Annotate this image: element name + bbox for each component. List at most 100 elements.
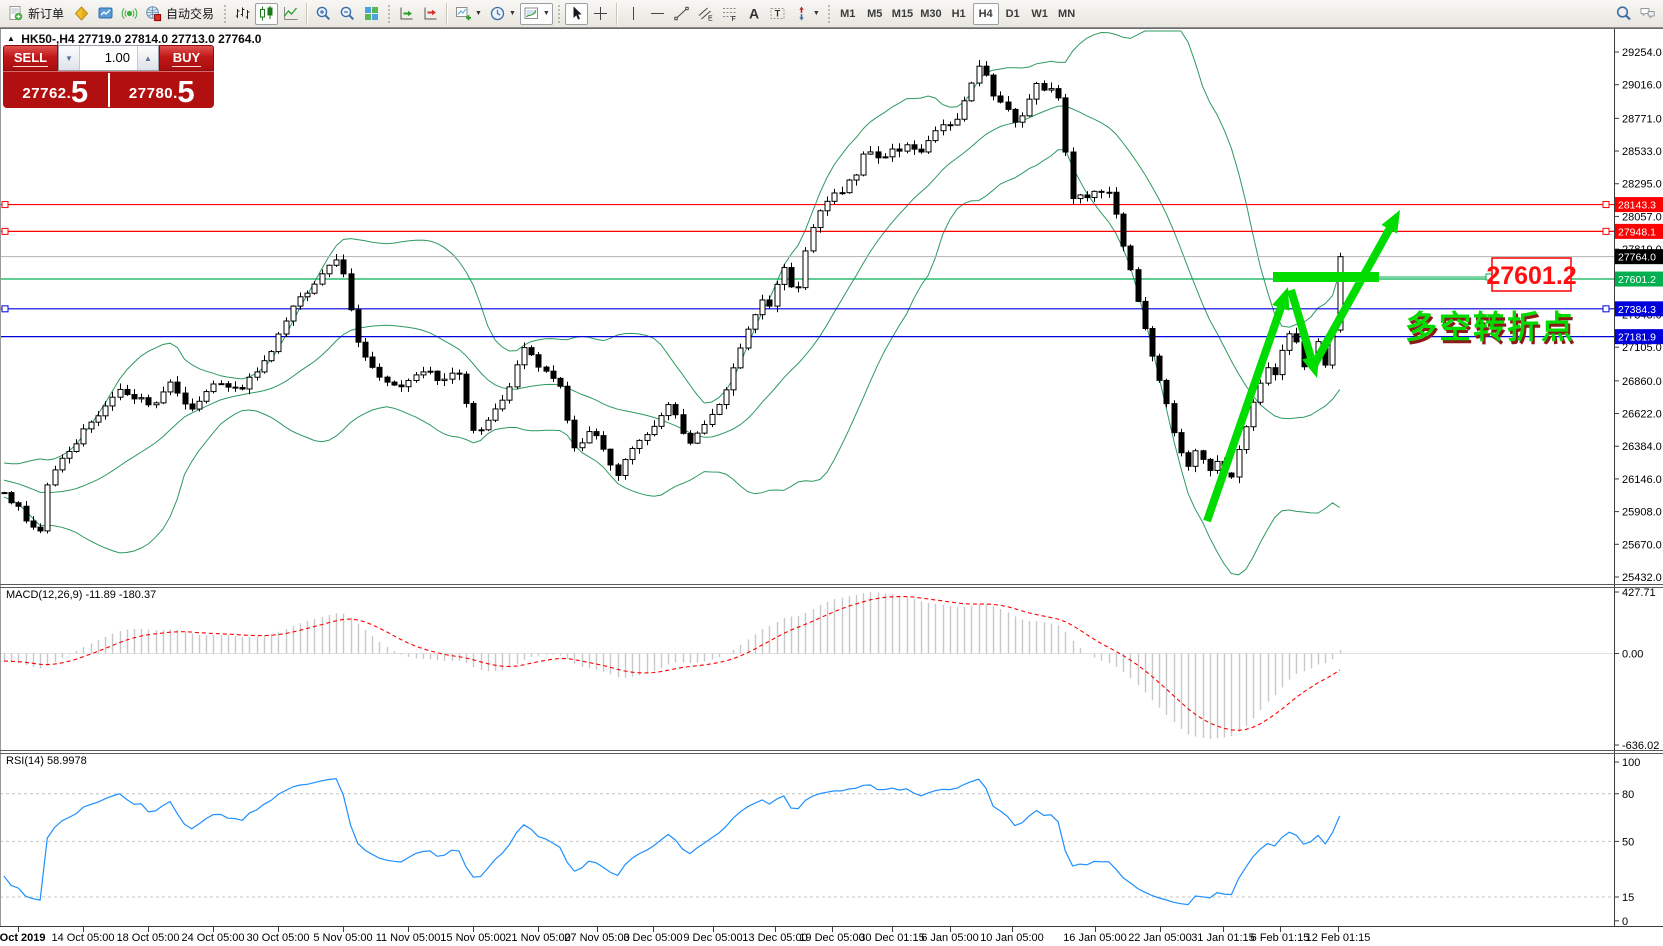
chart-title: ▲ HK50-,H4 27719.0 27814.0 27713.0 27764… [7,32,261,46]
hline-icon [650,13,664,14]
periods-button[interactable]: ▼ [486,3,519,25]
axis-label: 24 Oct 05:00 [182,932,245,944]
text-button[interactable]: A [742,3,765,25]
axis-label: 50 [1622,836,1634,848]
vertical-line-button[interactable] [622,3,645,25]
autotrading-button[interactable]: 自动交易 [142,3,219,25]
axis-label: 19 Dec 05:00 [799,932,864,944]
trendline-button[interactable] [670,3,693,25]
signals-button[interactable] [118,3,141,25]
candles-icon [260,6,273,21]
zoom-in-button[interactable] [312,3,335,25]
timeframe-M30[interactable]: M30 [920,7,942,20]
timeframe-H4[interactable]: H4 [972,2,999,25]
bar-chart-button[interactable] [231,3,254,25]
chart-shift-button[interactable] [419,3,442,25]
new-chart-button[interactable]: ▼ [452,3,485,25]
timeframe-M15[interactable]: M15 [891,7,914,20]
svg-text:27601.2: 27601.2 [1618,274,1656,286]
timeframe-M1[interactable]: M1 [840,7,856,20]
axis-label: 6 Feb 01:15 [1251,932,1310,944]
axis-label: 12 Feb 01:15 [1306,932,1371,944]
price-tags: 28143.3 27948.1 27601.2 27384.3 27181.9 27764… [1615,197,1663,345]
volume-decrease-button[interactable]: ▼ [59,46,80,70]
axis-label: 31 Jan 01:15 [1191,932,1255,944]
rsi-line [3,777,1341,906]
svg-text:27948.1: 27948.1 [1618,226,1656,238]
timeframe-W1[interactable]: W1 [1031,7,1048,20]
cursor-icon [573,6,582,20]
axis-label: 16 Jan 05:00 [1063,932,1127,944]
line-chart-button[interactable] [279,3,302,25]
text-label-button[interactable]: T [766,3,789,25]
crosshair-button[interactable] [589,3,612,25]
sell-price[interactable]: 27762. 5 [22,74,89,109]
candles [1,60,1344,534]
timeframe-M5[interactable]: M5 [867,7,883,20]
svg-text:A: A [749,6,759,22]
cursor-button[interactable] [564,2,588,25]
timeframe-D1[interactable]: D1 [1005,7,1020,20]
toolbar: 新订单 自动交易 ▼ ▼ ▼ E F A T ▼ M1 M5 M15 M30 H1 H4 D1 W1 MN [0,0,1663,28]
chat-button[interactable] [1636,3,1659,25]
axis-label: 21 Nov 05:00 [505,932,570,944]
axis-label: 3 Dec 05:00 [623,932,682,944]
zoom-out-button[interactable] [336,3,359,25]
macd-panel [3,592,1342,739]
toolbar-separator [615,2,618,25]
price-divider [107,73,110,107]
bollinger-bands [3,30,1341,576]
arrows-button[interactable]: ▼ [790,3,823,25]
axis-label: 10 Jan 05:00 [980,932,1044,944]
macd-indicator-label: MACD(12,26,9) -11.89 -180.37 [6,589,157,601]
support-zone-bar [1273,272,1379,282]
axis-label: 26860.0 [1622,376,1662,388]
buy-button[interactable]: BUY [159,45,214,71]
toolbar-separator [446,2,449,25]
autotrading-icon [146,6,162,22]
market-button[interactable] [94,3,117,25]
trend-arrow [1203,306,1285,523]
annotation-text[interactable]: 多空转折点 [1405,309,1576,345]
price-callout-box [1491,257,1572,292]
volume-input[interactable]: 1.00 [104,50,130,65]
axis-label: 28533.0 [1622,146,1662,158]
candlestick-chart-button[interactable] [255,2,279,25]
new-order-button[interactable]: 新订单 [4,3,69,25]
buy-price[interactable]: 27780. 5 [128,74,195,109]
signals-icon [121,8,138,19]
search-button[interactable] [1612,3,1635,25]
horizontal-line-button[interactable] [646,3,669,25]
zoom-out-icon [340,6,355,21]
tile-windows-button[interactable] [360,3,383,25]
vline-icon [632,7,634,20]
timeframe-H1[interactable]: H1 [951,7,966,20]
volume-box: ▼ 1.00 ▲ [58,45,159,71]
market-icon [98,7,113,19]
trend-arrow [1287,288,1315,359]
annotations[interactable]: 27601.2 [1203,210,1577,523]
collapse-icon[interactable]: ▲ [7,34,15,43]
timeframe-MN[interactable]: MN [1058,7,1076,20]
axis-label: 14 Oct 05:00 [52,932,115,944]
sell-button[interactable]: SELL [3,45,58,71]
axis-label: 15 [1622,892,1634,904]
axis-label: 15 Nov 05:00 [440,932,505,944]
axis-label: 427.71 [1622,587,1656,599]
rsi-indicator-label: RSI(14) 58.9978 [6,755,87,767]
axis-label: 27105.0 [1622,342,1662,354]
templates-button[interactable]: ▼ [519,2,553,25]
axis-label: 27 Nov 05:00 [564,932,629,944]
autoscroll-icon [400,7,413,20]
svg-text:28143.3: 28143.3 [1618,200,1656,212]
channel-icon: E [698,7,713,23]
volume-increase-button[interactable]: ▲ [137,46,158,70]
axis-label: 0 [1622,916,1628,928]
metaeditor-button[interactable] [70,3,93,25]
fibonacci-button[interactable]: F [718,3,741,25]
svg-text:E: E [708,16,713,23]
svg-text:27384.3: 27384.3 [1618,304,1656,316]
equidistant-channel-button[interactable]: E [694,3,717,25]
auto-scroll-button[interactable] [395,3,418,25]
